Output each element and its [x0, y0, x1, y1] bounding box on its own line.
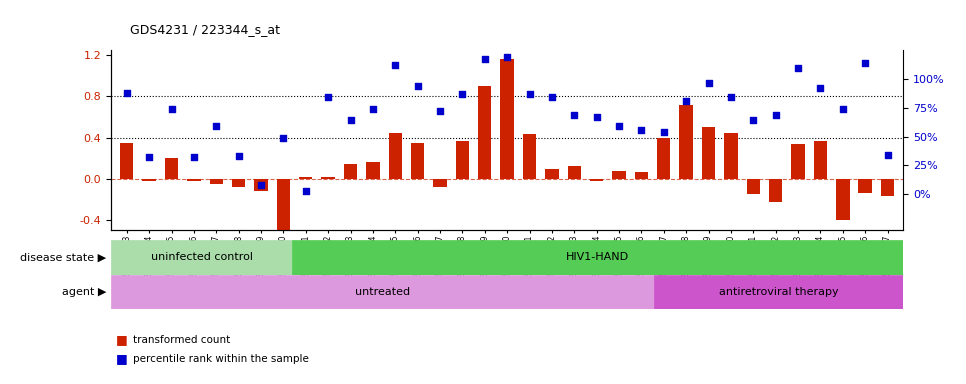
Bar [111, 275, 654, 309]
Point [790, 65, 806, 71]
Point [700, 80, 716, 86]
Point [880, 152, 895, 158]
Point [835, 106, 850, 112]
Text: percentile rank within the sample: percentile rank within the sample [133, 354, 309, 364]
Bar [292, 240, 903, 275]
Point [321, 94, 336, 100]
Point [566, 111, 582, 118]
Point [656, 129, 671, 135]
Point [209, 123, 224, 129]
Bar [813, 141, 827, 179]
Point [477, 56, 493, 62]
Text: agent ▶: agent ▶ [62, 287, 106, 297]
Text: antiretroviral therapy: antiretroviral therapy [719, 287, 838, 297]
Point [433, 108, 448, 114]
Text: HIV1-HAND: HIV1-HAND [566, 252, 629, 262]
Bar [478, 86, 492, 179]
Bar [523, 134, 536, 179]
Bar [210, 179, 223, 184]
Bar [254, 179, 268, 191]
Bar [366, 162, 380, 179]
Bar [388, 134, 402, 179]
Bar [142, 179, 156, 181]
Bar [568, 166, 581, 179]
Bar [702, 127, 715, 179]
Point [812, 85, 828, 91]
Point [634, 127, 649, 133]
Bar [299, 177, 312, 179]
Bar [344, 164, 357, 179]
Bar [322, 177, 335, 179]
Point [858, 60, 873, 66]
Bar [276, 179, 290, 230]
Bar [635, 172, 648, 179]
Bar [724, 134, 738, 179]
Text: transformed count: transformed count [133, 335, 231, 345]
Text: ■: ■ [116, 353, 128, 366]
Bar [859, 179, 872, 193]
Bar [111, 240, 292, 275]
Bar [612, 170, 626, 179]
Text: uninfected control: uninfected control [151, 252, 253, 262]
Bar [411, 143, 424, 179]
Point [253, 182, 269, 188]
Point [119, 89, 134, 96]
Bar [590, 179, 604, 181]
Point [724, 94, 739, 100]
Point [410, 83, 425, 89]
Bar [654, 275, 903, 309]
Point [768, 111, 783, 118]
Text: disease state ▶: disease state ▶ [20, 252, 106, 262]
Bar [165, 158, 178, 179]
Point [164, 106, 180, 112]
Text: untreated: untreated [355, 287, 411, 297]
Point [298, 188, 314, 194]
Text: GDS4231 / 223344_s_at: GDS4231 / 223344_s_at [130, 23, 280, 36]
Bar [747, 179, 760, 194]
Bar [837, 179, 849, 220]
Point [544, 94, 559, 100]
Bar [679, 104, 693, 179]
Point [231, 153, 246, 159]
Bar [232, 179, 245, 187]
Text: ■: ■ [116, 333, 128, 346]
Bar [434, 179, 446, 187]
Point [746, 117, 761, 123]
Bar [545, 169, 558, 179]
Point [499, 54, 515, 60]
Bar [500, 59, 514, 179]
Bar [791, 144, 805, 179]
Bar [881, 179, 895, 196]
Point [275, 135, 291, 141]
Bar [456, 141, 469, 179]
Bar [187, 179, 201, 181]
Point [589, 114, 605, 120]
Point [186, 154, 202, 161]
Bar [120, 143, 133, 179]
Bar [657, 137, 670, 179]
Point [678, 98, 694, 104]
Point [141, 154, 156, 161]
Bar [769, 179, 782, 202]
Point [522, 91, 537, 97]
Point [611, 123, 627, 129]
Point [343, 117, 358, 123]
Point [387, 62, 403, 68]
Point [455, 91, 470, 97]
Point [365, 106, 381, 112]
